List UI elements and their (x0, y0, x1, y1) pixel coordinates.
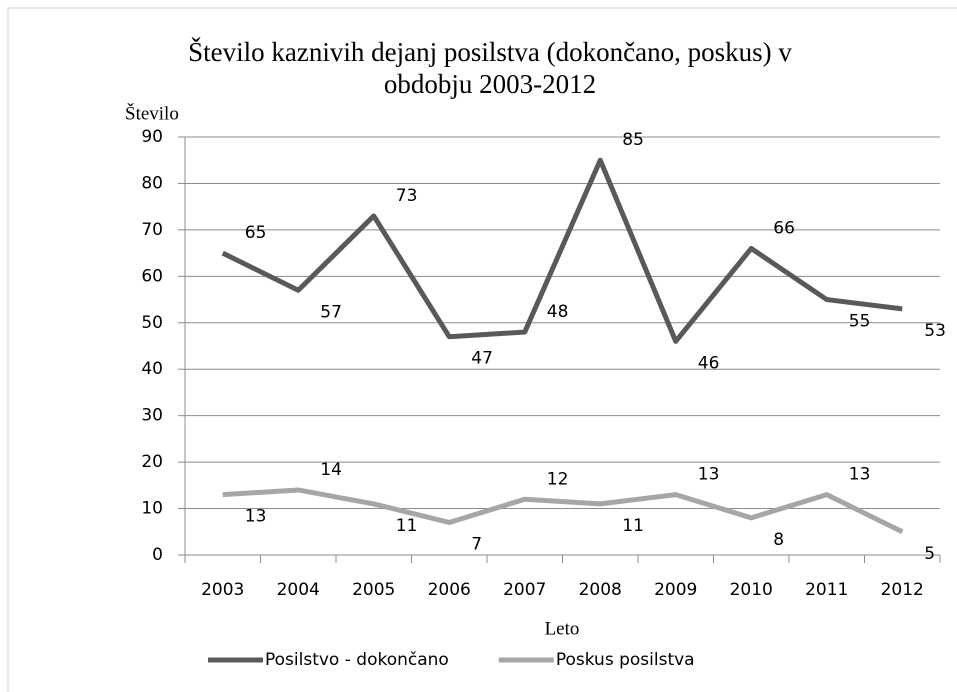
data-label: 5 (924, 544, 935, 564)
y-tick-label: 60 (141, 266, 163, 286)
data-label: 13 (698, 465, 720, 485)
legend-label: Poskus posilstva (556, 650, 695, 670)
x-tick-label: 2007 (503, 580, 546, 600)
x-tick-label: 2008 (579, 580, 622, 600)
y-tick-label: 70 (141, 220, 163, 240)
chart-border (7, 7, 957, 692)
data-label: 8 (773, 530, 784, 550)
data-label: 11 (622, 516, 644, 536)
y-tick-label: 20 (141, 452, 163, 472)
x-axis-title: Leto (545, 618, 580, 639)
data-label: 85 (622, 130, 644, 150)
y-tick-label: 50 (141, 313, 163, 333)
data-label: 13 (245, 507, 267, 527)
series-line (221, 157, 903, 344)
x-tick-label: 2012 (881, 580, 924, 600)
x-tick-label: 2004 (277, 580, 320, 600)
data-label: 12 (547, 469, 569, 489)
x-tick-label: 2011 (805, 580, 848, 600)
data-label: 11 (396, 516, 418, 536)
data-label: 47 (471, 349, 493, 369)
data-label: 66 (773, 218, 795, 238)
data-label: 55 (849, 312, 871, 332)
data-label: 7 (471, 534, 482, 554)
x-tick-label: 2005 (352, 580, 395, 600)
data-label: 73 (396, 186, 418, 206)
x-tick-label: 2010 (730, 580, 773, 600)
series-line (222, 487, 904, 535)
y-tick-label: 30 (141, 406, 163, 426)
data-label: 65 (245, 223, 267, 243)
data-label: 46 (698, 353, 720, 373)
data-label: 14 (320, 460, 342, 480)
chart-title: Število kaznivih dejanj posilstva (dokon… (188, 37, 792, 99)
data-label: 13 (849, 465, 871, 485)
x-tick-label: 2003 (201, 580, 244, 600)
data-label: 57 (320, 302, 342, 322)
y-axis-title: Število (125, 102, 179, 124)
x-tick-label: 2009 (654, 580, 697, 600)
y-tick-label: 90 (141, 127, 163, 147)
data-label: 53 (924, 321, 946, 341)
x-tick-label: 2006 (428, 580, 471, 600)
y-tick-label: 80 (141, 173, 163, 193)
y-tick-label: 0 (152, 545, 163, 565)
legend-label: Posilstvo - dokončano (265, 650, 449, 670)
data-label: 48 (547, 302, 569, 322)
y-tick-label: 10 (141, 499, 163, 519)
y-tick-label: 40 (141, 359, 163, 379)
